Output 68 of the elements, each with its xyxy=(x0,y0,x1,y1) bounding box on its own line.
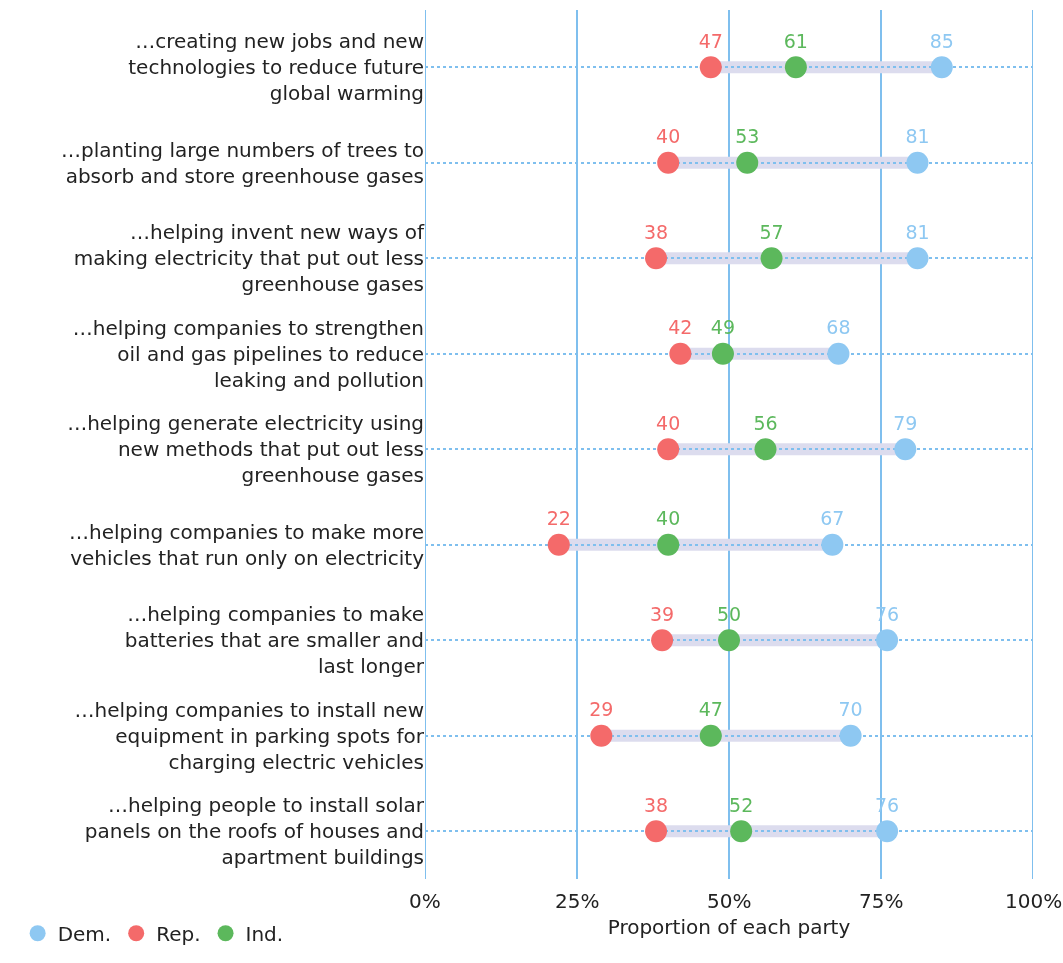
data-label: 39 xyxy=(650,602,675,625)
data-label: 85 xyxy=(929,29,954,52)
data-label: 57 xyxy=(759,220,784,243)
point xyxy=(645,820,668,843)
point xyxy=(906,247,929,270)
point xyxy=(547,533,570,556)
data-label: 47 xyxy=(698,698,723,721)
point xyxy=(730,820,753,843)
y-tick-label: …helping companies to install new equipment in parking spots for charging electric vehicles xyxy=(74,697,425,774)
data-label: 40 xyxy=(656,411,681,434)
point xyxy=(669,342,692,365)
point xyxy=(821,533,844,556)
x-tick-label: 25% xyxy=(555,889,600,913)
data-label: 40 xyxy=(656,125,681,148)
data-label: 68 xyxy=(826,316,851,339)
point xyxy=(699,56,722,79)
y-tick-label: …helping generate electricity using new methods that put out less greenhouse gases xyxy=(67,411,424,488)
legend-label: Rep. xyxy=(156,922,201,947)
data-label: 79 xyxy=(893,411,918,434)
point xyxy=(699,724,722,747)
y-tick-label: …helping invent new ways of making electricity that put out less greenhouse gases xyxy=(73,220,425,297)
data-label: 38 xyxy=(643,220,669,243)
point xyxy=(645,247,668,270)
point xyxy=(760,247,783,270)
data-label: 47 xyxy=(698,29,723,52)
point xyxy=(827,342,850,365)
point xyxy=(657,533,680,556)
point xyxy=(876,629,899,652)
legend-label: Ind. xyxy=(245,922,284,947)
data-label: 81 xyxy=(905,220,930,243)
point xyxy=(754,438,777,461)
point xyxy=(711,342,734,365)
data-label: 42 xyxy=(668,316,693,339)
y-tick-label: …planting large numbers of trees to absorb and store greenhouse gases xyxy=(61,137,424,188)
x-tick-label: 50% xyxy=(707,889,752,913)
data-label: 81 xyxy=(905,125,930,148)
y-tick-label: …helping companies to make more vehicles that run only on electricity xyxy=(68,519,425,570)
x-tick-label: 100% xyxy=(1005,889,1063,913)
data-label: 29 xyxy=(589,698,614,721)
y-tick-label: …helping companies to strengthen oil and gas pipelines to reduce leaking and pollution xyxy=(72,315,424,392)
point xyxy=(784,56,807,79)
point xyxy=(839,724,862,747)
data-label: 56 xyxy=(753,411,778,434)
y-tick-label: …helping people to install solar panels on the roofs of houses and apartment buildings xyxy=(84,793,425,870)
data-label: 52 xyxy=(729,793,754,816)
point xyxy=(657,151,680,174)
data-label: 22 xyxy=(546,507,571,530)
point xyxy=(657,438,680,461)
x-tick-label: 75% xyxy=(859,889,904,913)
x-axis-title: Proportion of each party xyxy=(607,914,851,939)
legend-label: Dem. xyxy=(57,922,112,947)
data-label: 61 xyxy=(783,29,808,52)
point xyxy=(651,629,674,652)
point xyxy=(590,724,613,747)
point xyxy=(876,820,899,843)
point xyxy=(736,151,759,174)
point xyxy=(894,438,917,461)
data-label: 38 xyxy=(643,793,669,816)
x-tick-label: 0% xyxy=(409,889,441,913)
y-tick-label: …creating new jobs and new technologies to reduce future global warming xyxy=(128,29,424,106)
data-label: 67 xyxy=(820,507,845,530)
point xyxy=(930,56,953,79)
data-label: 40 xyxy=(656,507,681,530)
y-tick-label: …helping companies to make batteries that are smaller and last longer xyxy=(124,602,425,679)
point xyxy=(718,629,740,652)
data-label: 53 xyxy=(735,125,760,148)
data-label: 70 xyxy=(838,698,863,721)
point xyxy=(906,151,929,174)
